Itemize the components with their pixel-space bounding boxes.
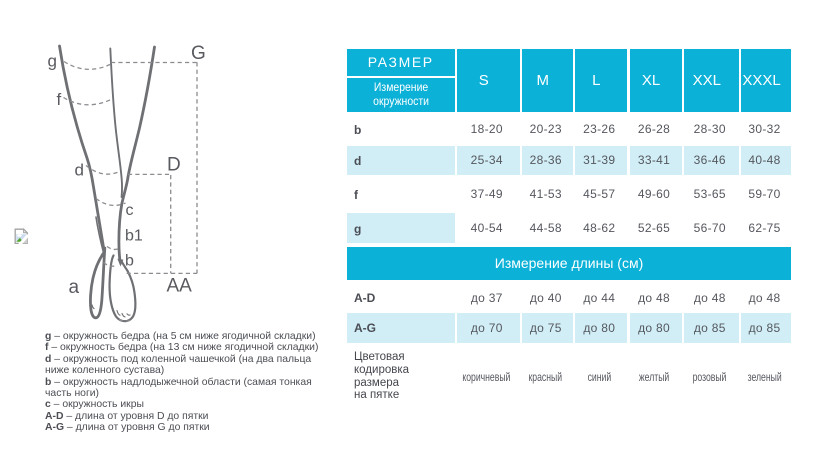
svg-text:D: D [167,155,181,176]
svg-text:f: f [57,90,62,109]
svg-text:b: b [125,253,134,270]
svg-text:d: d [75,161,84,180]
svg-text:g: g [48,52,57,71]
svg-text:G: G [191,43,206,64]
svg-text:b1: b1 [125,228,143,245]
svg-text:AA: AA [167,276,193,297]
svg-text:a: a [69,277,80,298]
svg-text:c: c [126,202,134,219]
